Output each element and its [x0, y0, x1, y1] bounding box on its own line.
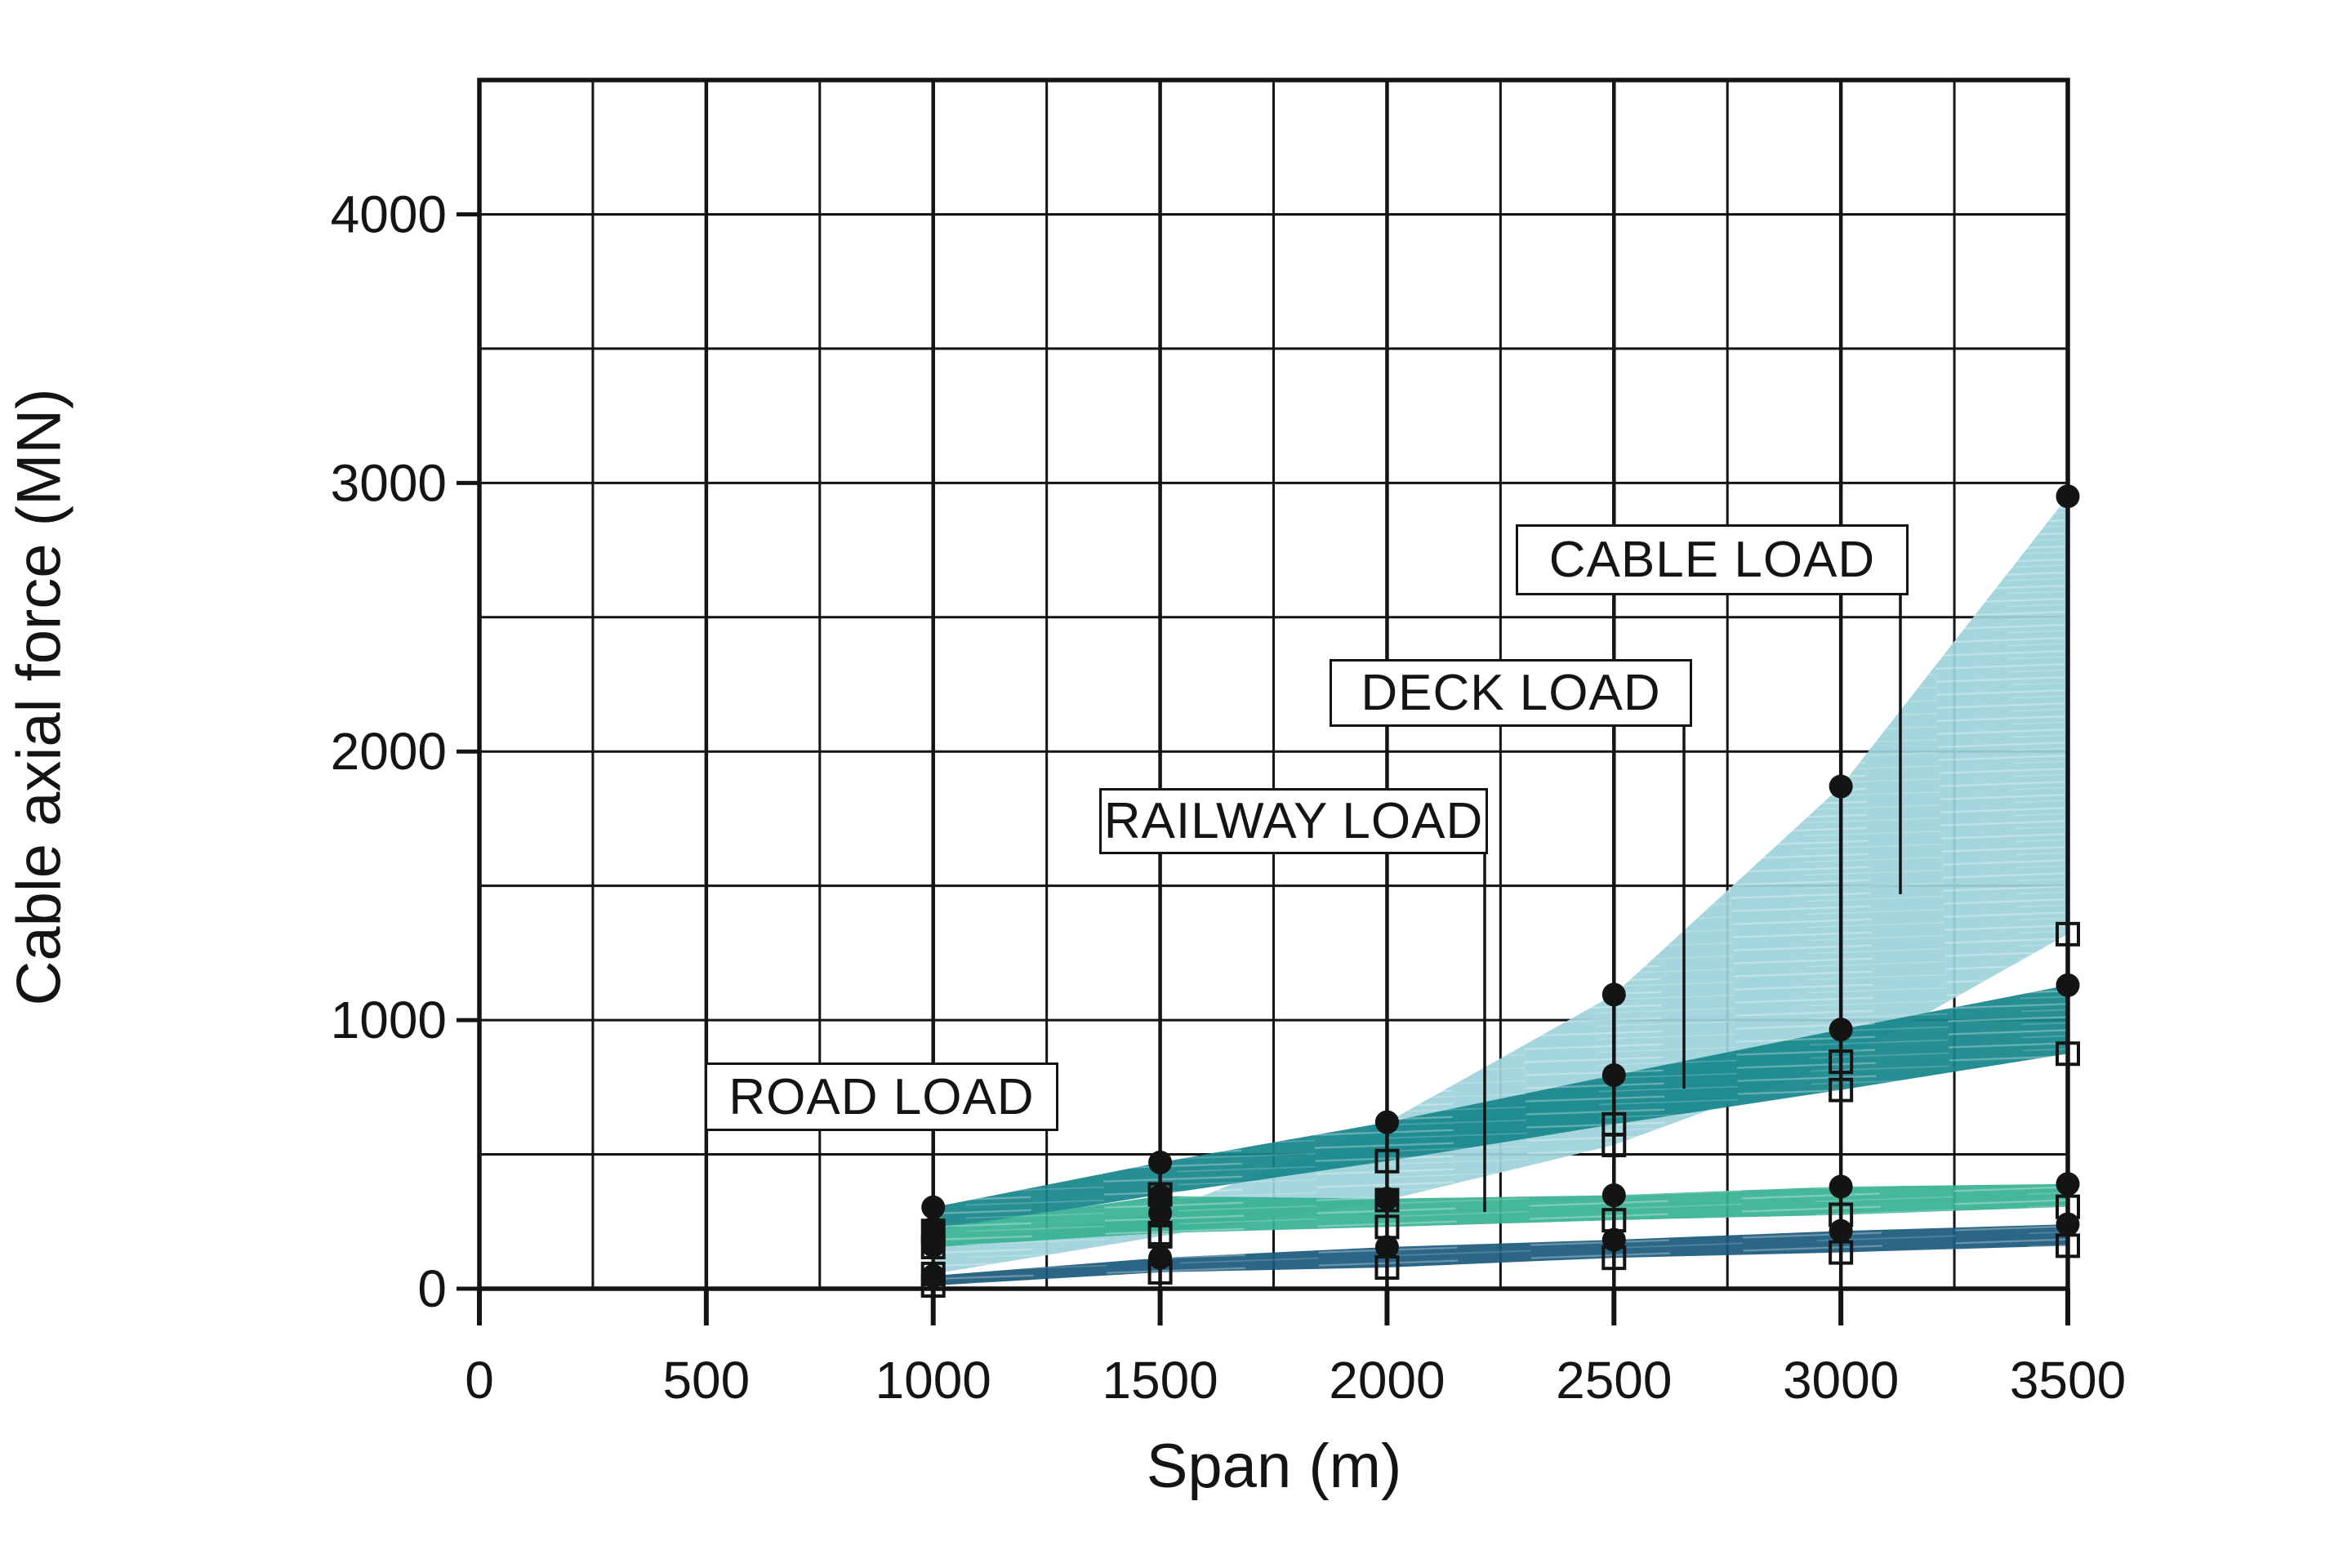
marker-circle-road-1500 [1148, 1245, 1173, 1270]
band-texture-deck [933, 985, 2068, 1232]
x-tick-label-3500: 3500 [2010, 1351, 2126, 1410]
label-road-load-text: ROAD LOAD [728, 1068, 1035, 1125]
y-tick-label-2000: 2000 [331, 722, 447, 781]
marker-circle-railway-1000 [921, 1216, 946, 1241]
marker-square-deck-2000 [1374, 1148, 1400, 1174]
marker-circle-road-2000 [1374, 1235, 1399, 1259]
x-tick-label-1500: 1500 [1102, 1351, 1218, 1410]
marker-circle-road-1000 [921, 1263, 946, 1288]
x-tick-label-2500: 2500 [1556, 1351, 1672, 1410]
marker-circle-cable-1500 [1148, 1200, 1173, 1225]
label-cable-load: CABLE LOAD [1516, 524, 1909, 595]
band-texture-road [933, 1224, 2068, 1286]
band-texture-railway [933, 1183, 2068, 1247]
x-tick-label-0: 0 [465, 1351, 494, 1410]
plot-border [477, 78, 2070, 1291]
x-tick-label-1000: 1000 [875, 1351, 991, 1410]
marker-circle-deck-2000 [1374, 1110, 1399, 1134]
y-axis-title: Cable axial force (MN) [4, 388, 74, 1006]
marker-circle-cable-2500 [1601, 982, 1626, 1007]
y-tick-label-1000: 1000 [331, 991, 447, 1049]
marker-square-deck-2500 [1601, 1111, 1627, 1137]
y-tick-label-3000: 3000 [331, 453, 447, 512]
x-tick-label-2000: 2000 [1329, 1351, 1445, 1410]
marker-circle-deck-1000 [921, 1195, 946, 1219]
label-road-load: ROAD LOAD [705, 1062, 1058, 1131]
y-tick-label-4000: 4000 [331, 185, 447, 243]
marker-circle-deck-1500 [1148, 1150, 1173, 1174]
marker-square-deck-3000 [1829, 1077, 1854, 1102]
x-tick-label-500: 500 [662, 1351, 750, 1410]
marker-circle-railway-3000 [1829, 1174, 1853, 1199]
y-tick-label-0: 0 [417, 1259, 447, 1318]
marker-circle-deck-2500 [1601, 1063, 1626, 1088]
marker-circle-cable-3000 [1829, 774, 1853, 799]
marker-circle-deck-3000 [1829, 1018, 1853, 1042]
marker-circle-road-3000 [1829, 1218, 1853, 1243]
marker-circle-cable-1000 [921, 1233, 946, 1258]
label-railway-load-text: RAILWAY LOAD [1103, 793, 1484, 849]
label-deck-load: DECK LOAD [1330, 659, 1692, 727]
marker-circle-road-2500 [1601, 1227, 1626, 1252]
label-deck-load-text: DECK LOAD [1361, 665, 1661, 721]
marker-circle-railway-2500 [1601, 1183, 1626, 1208]
x-axis-title: Span (m) [1146, 1432, 1402, 1501]
x-tick-label-3000: 3000 [1783, 1351, 1899, 1410]
label-railway-load: RAILWAY LOAD [1099, 788, 1488, 854]
marker-square-cable-3000 [1829, 1049, 1854, 1075]
marker-circle-railway-2000 [1374, 1187, 1399, 1211]
label-cable-load-text: CABLE LOAD [1548, 532, 1876, 588]
marker-circle-railway-1500 [1148, 1184, 1173, 1209]
